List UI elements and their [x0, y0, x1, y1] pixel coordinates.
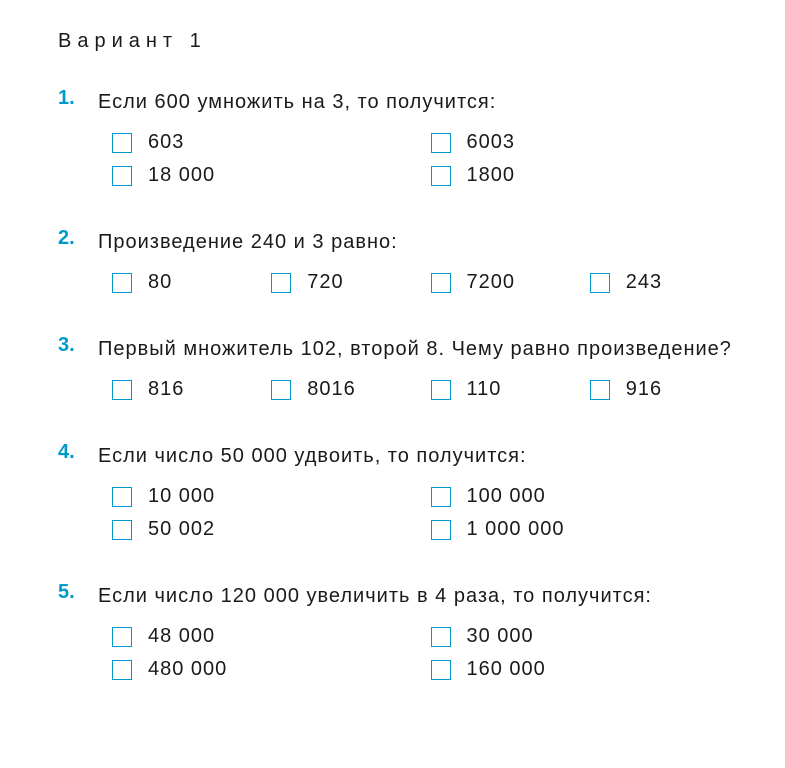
option-label: 6003 [467, 131, 516, 154]
checkbox-icon[interactable] [112, 380, 132, 400]
option[interactable]: 48 000 [98, 625, 417, 648]
option[interactable]: 7200 [417, 271, 576, 294]
option[interactable]: 1800 [417, 164, 736, 187]
option[interactable]: 8016 [257, 378, 416, 401]
option-label: 80 [148, 271, 172, 294]
option[interactable]: 816 [98, 378, 257, 401]
options-group: 48 000 30 000 480 000 160 000 [98, 625, 735, 691]
checkbox-icon[interactable] [112, 133, 132, 153]
option[interactable]: 30 000 [417, 625, 736, 648]
option-label: 916 [626, 378, 662, 401]
checkbox-icon[interactable] [431, 520, 451, 540]
option[interactable]: 916 [576, 378, 735, 401]
checkbox-icon[interactable] [112, 627, 132, 647]
option-label: 18 000 [148, 164, 215, 187]
option[interactable]: 243 [576, 271, 735, 294]
option-label: 603 [148, 131, 184, 154]
options-group: 80 720 7200 243 [98, 271, 735, 304]
question-text: Первый множитель 102, второй 8. Чему рав… [98, 334, 735, 364]
questions-container: 1. Если 600 умножить на 3, то получится: 6… [50, 87, 735, 691]
option[interactable]: 50 002 [98, 518, 417, 541]
checkbox-icon[interactable] [112, 660, 132, 680]
question-number: 3. [58, 334, 75, 357]
option-label: 48 000 [148, 625, 215, 648]
question: 3. Первый множитель 102, второй 8. Чему р… [50, 334, 735, 411]
option-label: 480 000 [148, 658, 227, 681]
question-number: 1. [58, 87, 75, 110]
option-label: 110 [467, 378, 502, 401]
question: 1. Если 600 умножить на 3, то получится: 6… [50, 87, 735, 197]
checkbox-icon[interactable] [431, 660, 451, 680]
option[interactable]: 10 000 [98, 485, 417, 508]
checkbox-icon[interactable] [271, 273, 291, 293]
checkbox-icon[interactable] [112, 273, 132, 293]
question-text: Если число 50 000 удвоить, то получится: [98, 441, 735, 471]
checkbox-icon[interactable] [112, 166, 132, 186]
question: 2. Произведение 240 и 3 равно: 80 720 7200 24… [50, 227, 735, 304]
checkbox-icon[interactable] [431, 166, 451, 186]
question-number: 2. [58, 227, 75, 250]
option[interactable]: 100 000 [417, 485, 736, 508]
variant-title: Вариант 1 [58, 30, 735, 53]
question-text: Произведение 240 и 3 равно: [98, 227, 735, 257]
option[interactable]: 603 [98, 131, 417, 154]
question-text: Если число 120 000 увеличить в 4 раза, т… [98, 581, 735, 611]
question: 4. Если число 50 000 удвоить, то получитс… [50, 441, 735, 551]
option-label: 1 000 000 [467, 518, 565, 541]
option-label: 100 000 [467, 485, 546, 508]
question-number: 5. [58, 581, 75, 604]
option[interactable]: 160 000 [417, 658, 736, 681]
question: 5. Если число 120 000 увеличить в 4 раза,… [50, 581, 735, 691]
checkbox-icon[interactable] [590, 380, 610, 400]
option-label: 7200 [467, 271, 516, 294]
question-number: 4. [58, 441, 75, 464]
option[interactable]: 110 [417, 378, 576, 401]
option-label: 160 000 [467, 658, 546, 681]
option[interactable]: 720 [257, 271, 416, 294]
option[interactable]: 1 000 000 [417, 518, 736, 541]
checkbox-icon[interactable] [271, 380, 291, 400]
option-label: 243 [626, 271, 662, 294]
option-label: 720 [307, 271, 343, 294]
option-label: 30 000 [467, 625, 534, 648]
option-label: 1800 [467, 164, 516, 187]
option[interactable]: 480 000 [98, 658, 417, 681]
option-label: 816 [148, 378, 184, 401]
checkbox-icon[interactable] [431, 627, 451, 647]
question-text: Если 600 умножить на 3, то получится: [98, 87, 735, 117]
checkbox-icon[interactable] [431, 133, 451, 153]
checkbox-icon[interactable] [112, 520, 132, 540]
checkbox-icon[interactable] [431, 487, 451, 507]
options-group: 603 6003 18 000 1800 [98, 131, 735, 197]
option[interactable]: 18 000 [98, 164, 417, 187]
checkbox-icon[interactable] [431, 273, 451, 293]
option-label: 8016 [307, 378, 356, 401]
checkbox-icon[interactable] [590, 273, 610, 293]
option-label: 10 000 [148, 485, 215, 508]
options-group: 10 000 100 000 50 002 1 000 000 [98, 485, 735, 551]
checkbox-icon[interactable] [431, 380, 451, 400]
option[interactable]: 6003 [417, 131, 736, 154]
checkbox-icon[interactable] [112, 487, 132, 507]
option[interactable]: 80 [98, 271, 257, 294]
options-group: 816 8016 110 916 [98, 378, 735, 411]
option-label: 50 002 [148, 518, 215, 541]
